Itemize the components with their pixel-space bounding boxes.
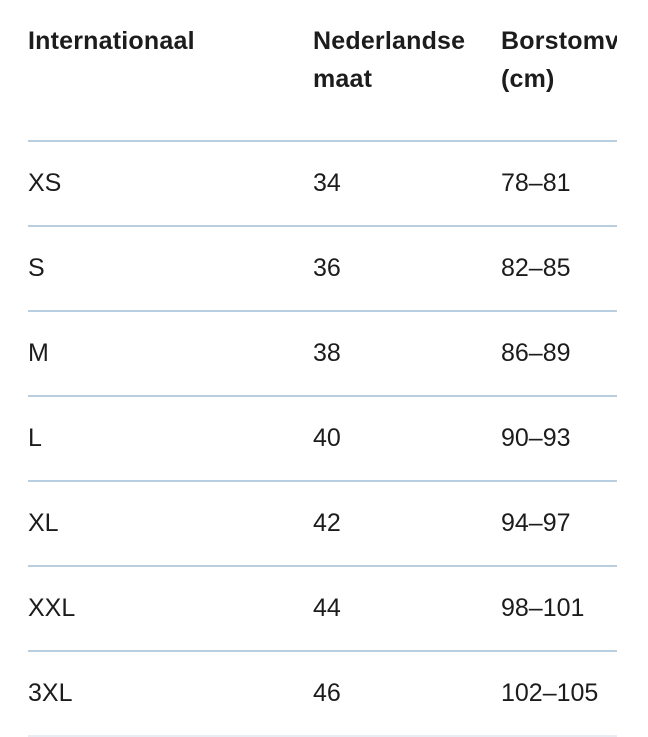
cell-chest-range: 78–81 (501, 169, 571, 197)
column-header-label: Internationaal (28, 27, 195, 55)
column-header-label-line1: Borstomv (501, 27, 617, 55)
table-row: XL 42 94–97 (28, 482, 617, 567)
cell-international-size: XXL (28, 594, 76, 622)
table-row: XS 34 78–81 (28, 142, 617, 227)
cell-international-size: L (28, 424, 42, 452)
cell-international-size: XS (28, 169, 62, 197)
cell-international-size: 3XL (28, 679, 73, 707)
cell-dutch-size: 38 (313, 339, 341, 367)
cell-chest-range: 90–93 (501, 424, 571, 452)
column-header-internationaal: Internationaal (28, 22, 313, 140)
table-header-row: Internationaal Nederlandse maat Borstomv… (28, 0, 617, 142)
cell-international-size: S (28, 254, 45, 282)
column-header-label-line1: Nederlandse (313, 27, 466, 55)
cell-chest-range: 82–85 (501, 254, 571, 282)
cell-dutch-size: 44 (313, 594, 341, 622)
column-header-label-line2: maat (313, 65, 373, 93)
cell-chest-range: 102–105 (501, 679, 599, 707)
cell-dutch-size: 34 (313, 169, 341, 197)
cell-dutch-size: 46 (313, 679, 341, 707)
cell-chest-range: 98–101 (501, 594, 585, 622)
cell-chest-range: 86–89 (501, 339, 571, 367)
table-row: XXL 44 98–101 (28, 567, 617, 652)
column-header-borstomvang: Borstomv (cm) (501, 22, 617, 140)
column-header-nederlandse-maat: Nederlandse maat (313, 22, 501, 140)
cell-international-size: XL (28, 509, 59, 537)
table-row: 3XL 46 102–105 (28, 652, 617, 737)
table-row: L 40 90–93 (28, 397, 617, 482)
table-row: M 38 86–89 (28, 312, 617, 397)
size-chart-table: Internationaal Nederlandse maat Borstomv… (28, 0, 617, 737)
cell-international-size: M (28, 339, 49, 367)
cell-dutch-size: 42 (313, 509, 341, 537)
cell-dutch-size: 40 (313, 424, 341, 452)
table-row: S 36 82–85 (28, 227, 617, 312)
column-header-label-line2: (cm) (501, 65, 555, 93)
cell-dutch-size: 36 (313, 254, 341, 282)
cell-chest-range: 94–97 (501, 509, 571, 537)
